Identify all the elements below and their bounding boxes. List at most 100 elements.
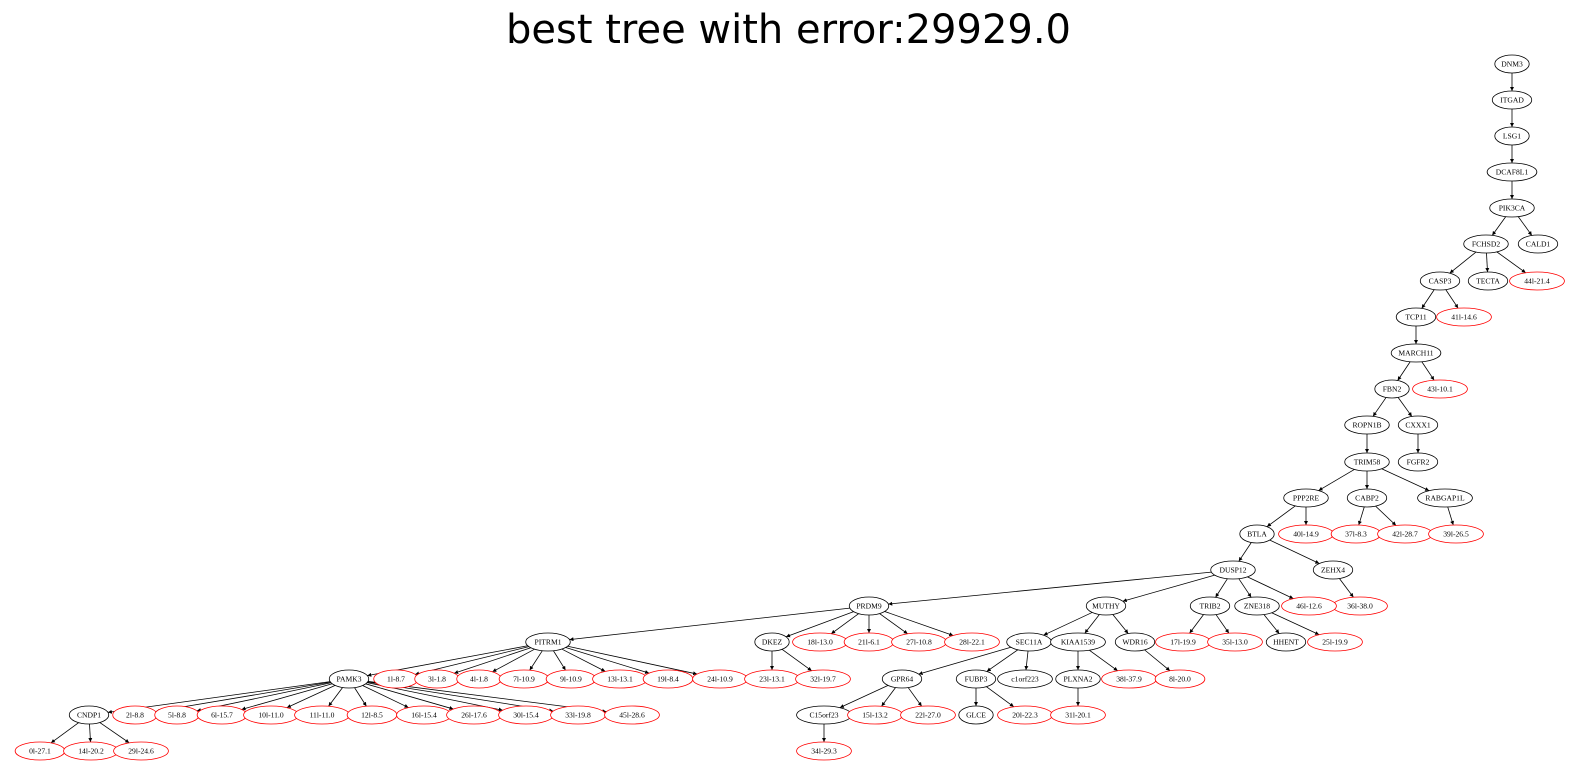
node-label: BTLA: [1247, 530, 1267, 539]
edge-CASP3-TCP11: [1421, 289, 1435, 309]
edge-MARCH11-s43: [1421, 361, 1435, 381]
node-label: 6l-15.7: [211, 711, 233, 720]
edge-FCHSD2-CASP3: [1449, 251, 1477, 274]
edge-GPR64-C15orf23: [839, 685, 889, 709]
sample-node-s7: 7l-10.9: [498, 669, 550, 689]
node-label: PIK3CA: [1499, 204, 1526, 213]
gene-node-LSG1: LSG1: [1494, 126, 1530, 146]
node-ellipse: [113, 741, 169, 761]
sample-node-s28: 28l-22.1: [944, 632, 1000, 652]
edge-PRDM9-PITRM1: [569, 607, 850, 642]
node-ellipse: [1494, 54, 1530, 74]
node-ellipse: [1154, 669, 1206, 689]
sample-node-s34: 34l-29.3: [796, 741, 852, 761]
sample-node-s16: 16l-15.4: [396, 705, 452, 725]
gene-node-MARCH11: MARCH11: [1390, 343, 1442, 363]
node-label: DNM3: [1501, 60, 1523, 69]
sample-node-s19: 19l-8.4: [642, 669, 694, 689]
node-label: HHENT: [1273, 638, 1299, 647]
node-label: CALD1: [1526, 240, 1551, 249]
sample-node-s43: 43l-10.1: [1412, 379, 1468, 399]
nodes-layer: DNM3 ITGAD LSG1 DCAF8L1 PIK3CA FCHSD2 CALD1 CAS…: [14, 54, 1565, 761]
sample-node-s36: 36l-38.0: [1332, 596, 1388, 616]
node-ellipse: [1486, 162, 1538, 182]
edge-SEC11A-GPR64: [918, 646, 1012, 675]
edge-FBN2-ROPN1B: [1372, 397, 1387, 417]
page-title: best tree with error:29929.0: [505, 7, 1072, 53]
node-label: 33l-19.8: [565, 711, 591, 720]
node-label: 46l-12.6: [1296, 602, 1322, 611]
sample-node-s26: 26l-17.6: [446, 705, 502, 725]
node-label: 13l-13.1: [607, 675, 633, 684]
edge-PRDM9-s28: [884, 611, 954, 637]
node-ellipse: [1467, 271, 1509, 291]
gene-node-FUBP3: FUBP3: [955, 669, 997, 689]
gene-node-CALD1: CALD1: [1517, 234, 1559, 254]
node-label: 25l-19.9: [1322, 638, 1348, 647]
sample-node-s10: 10l-11.0: [243, 705, 299, 725]
edge-PITRM1-s4: [492, 648, 535, 673]
edge-MUTHY-WDR16: [1112, 614, 1129, 634]
gene-node-PLXNA2: PLXNA2: [1055, 669, 1101, 689]
node-ellipse: [1234, 596, 1280, 616]
node-ellipse: [1397, 415, 1439, 435]
sample-node-s42: 42l-28.7: [1377, 524, 1433, 544]
node-label: 27l-10.8: [906, 638, 932, 647]
node-label: ROPN1B: [1352, 421, 1381, 430]
node-label: FGFR2: [1407, 458, 1430, 467]
sample-node-s40: 40l-14.9: [1278, 524, 1334, 544]
node-ellipse: [1419, 271, 1461, 291]
edge-CABP2-s37: [1357, 506, 1365, 526]
sample-node-s12: 12l-8.5: [346, 705, 398, 725]
node-label: 29l-24.6: [128, 747, 154, 756]
node-label: PLXNA2: [1063, 675, 1092, 684]
gene-node-GPR64: GPR64: [881, 669, 923, 689]
sample-node-s17: 17l-19.9: [1155, 632, 1211, 652]
gene-node-c1orf223: c1orf223: [997, 669, 1053, 689]
node-label: 5l-8.8: [168, 711, 186, 720]
edge-SEC11A-FUBP3: [986, 649, 1019, 672]
node-ellipse: [1239, 524, 1275, 544]
edge-PITRM1-s3: [454, 647, 531, 674]
node-ellipse: [1265, 632, 1307, 652]
node-ellipse: [1307, 632, 1363, 652]
sample-node-s9: 9l-10.9: [545, 669, 597, 689]
edge-MUTHY-SEC11A: [1043, 612, 1093, 636]
node-label: TRIB2: [1199, 602, 1220, 611]
edge-PAMK3-s26: [365, 683, 454, 710]
edge-CNDP1-s14: [88, 723, 93, 743]
gene-node-MUTHY: MUTHY: [1085, 596, 1127, 616]
node-label: MARCH11: [1398, 349, 1433, 358]
node-label: 37l-8.3: [1345, 530, 1367, 539]
edge-DUSP12-MUTHY: [1122, 574, 1215, 603]
node-ellipse: [525, 632, 571, 652]
sample-node-s2: 2l-8.8: [112, 705, 158, 725]
gene-node-PITRM1: PITRM1: [525, 632, 571, 652]
node-label: 9l-10.9: [560, 675, 582, 684]
gene-node-CASP3: CASP3: [1419, 271, 1461, 291]
sample-node-s45: 45l-28.6: [604, 705, 660, 725]
node-ellipse: [1344, 415, 1390, 435]
edge-BTLA-ZEHX4: [1269, 539, 1320, 564]
sample-node-s11: 11l-11.0: [294, 705, 350, 725]
edge-DKEZ-s32: [781, 648, 812, 672]
sample-node-s24: 24l-10.9: [692, 669, 748, 689]
sample-node-s3: 3l-1.8: [414, 669, 460, 689]
gene-node-TRIB2: TRIB2: [1189, 596, 1231, 616]
node-ellipse: [1050, 705, 1106, 725]
edge-CASP3-s41: [1445, 289, 1459, 309]
gene-node-PAMK3: PAMK3: [328, 669, 370, 689]
gene-node-DNM3: DNM3: [1494, 54, 1530, 74]
gene-node-GLCE: GLCE: [958, 705, 994, 725]
edge-CNDP1-s29: [99, 722, 130, 744]
node-label: 24l-10.9: [707, 675, 733, 684]
node-label: 21l-6.1: [858, 638, 880, 647]
node-ellipse: [1114, 632, 1156, 652]
gene-node-PIK3CA: PIK3CA: [1489, 198, 1535, 218]
gene-node-FGFR2: FGFR2: [1397, 452, 1439, 472]
node-ellipse: [1390, 343, 1442, 363]
edge-PIK3CA-FCHSD2: [1491, 216, 1507, 236]
gene-node-RABGAP1L: RABGAP1L: [1417, 488, 1473, 508]
node-label: 16l-15.4: [411, 711, 437, 720]
